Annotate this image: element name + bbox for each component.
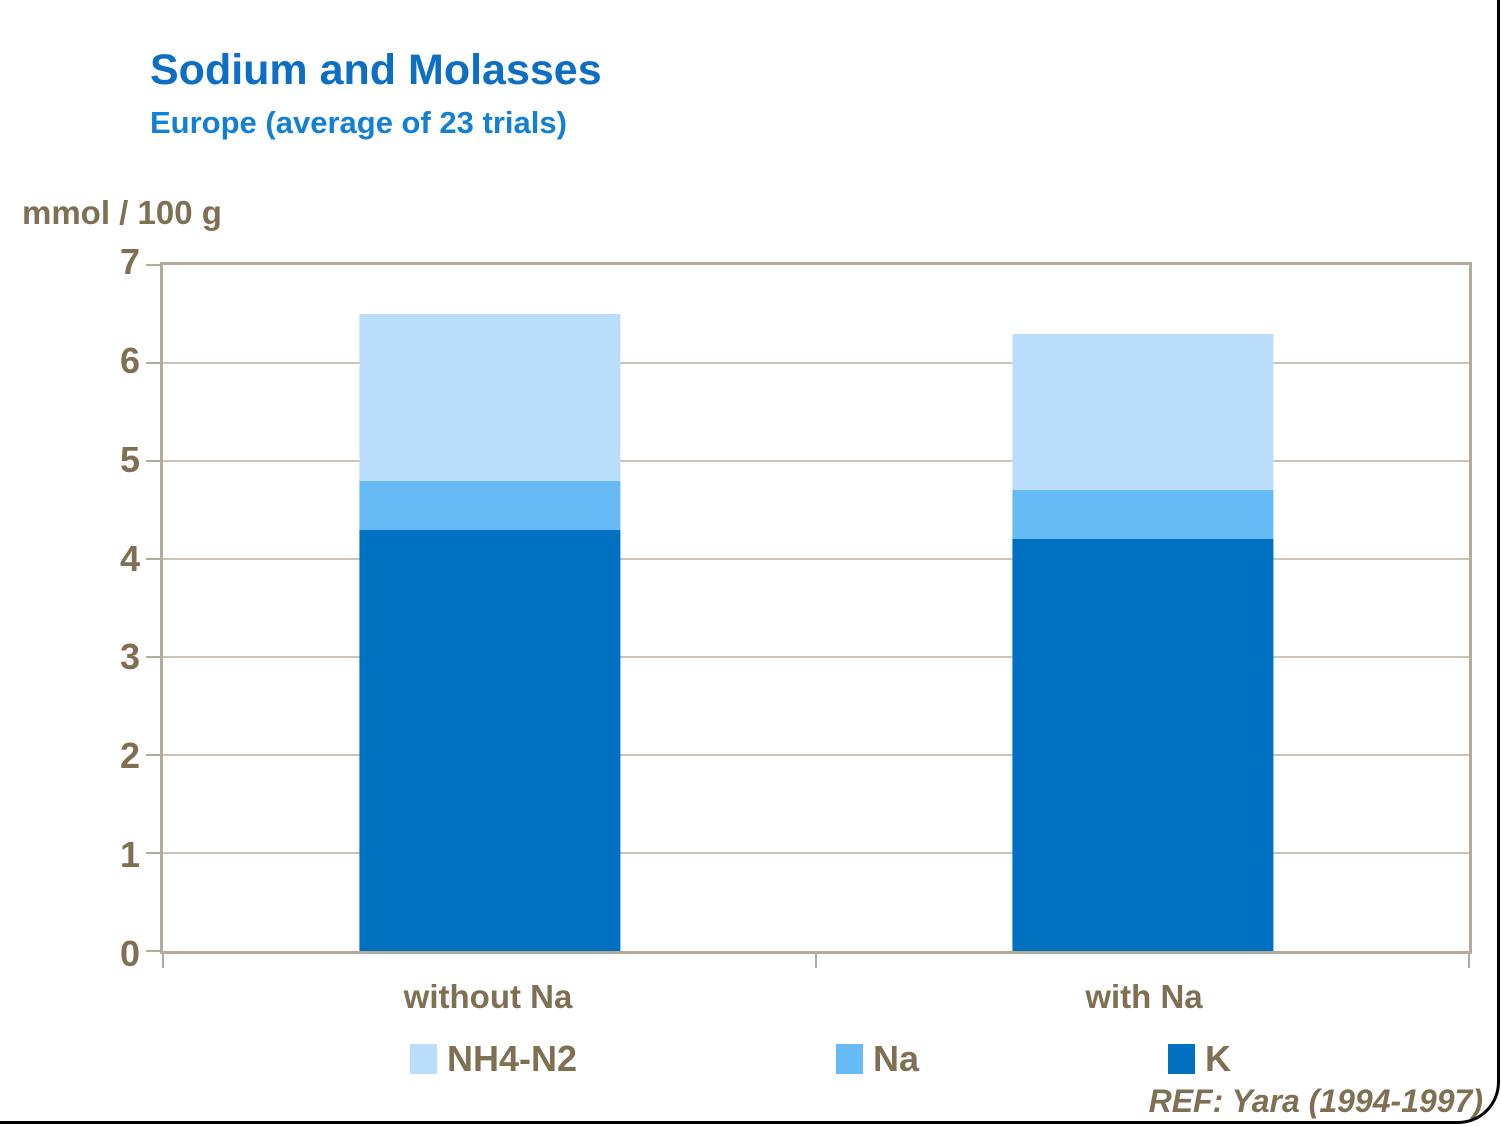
y-axis-tick-mark	[146, 558, 160, 561]
legend-swatch-na	[836, 1044, 863, 1074]
y-axis-unit-label: mmol / 100 g	[22, 194, 222, 231]
gridline	[163, 754, 1469, 757]
x-axis-labels: without Na with Na	[160, 978, 1472, 1022]
y-axis-tick-mark	[146, 754, 160, 757]
legend-item-na: Na	[836, 1038, 919, 1080]
y-axis-tick-mark	[146, 460, 160, 462]
y-axis-tick-mark	[146, 264, 160, 266]
y-axis-tick-label: 1	[119, 834, 140, 876]
chart-title: Sodium and Molasses	[150, 46, 602, 94]
legend: NH4-N2 Na K	[160, 1038, 1472, 1084]
gridline	[163, 656, 1469, 658]
x-axis-tick-mark	[1468, 954, 1470, 968]
y-axis-tick-label: 5	[119, 438, 140, 480]
y-axis-tick-label: 0	[119, 933, 140, 974]
x-axis-label-without-na: without Na	[403, 978, 573, 1015]
chart-subtitle: Europe (average of 23 trials)	[150, 105, 567, 140]
legend-item-k: K	[1168, 1038, 1231, 1080]
bar-without-na	[358, 265, 621, 951]
gridline	[163, 558, 1469, 561]
legend-swatch-k	[1168, 1044, 1195, 1074]
legend-item-nh4-n2: NH4-N2	[410, 1038, 577, 1080]
bar-with-na	[1011, 265, 1274, 951]
legend-label-na: Na	[873, 1038, 920, 1079]
bar-segment-na	[358, 480, 621, 530]
y-axis-tick-label: 4	[119, 537, 140, 579]
plot-area	[146, 262, 1472, 968]
legend-label-nh4-n2: NH4-N2	[447, 1038, 578, 1079]
x-axis-tick-mark	[815, 954, 817, 968]
y-axis-tick-mark	[146, 852, 160, 855]
y-axis-tick-labels: 0 1 2 3 4 5 6 7	[0, 241, 140, 974]
bar-segment-nh4-n2	[358, 314, 621, 481]
y-axis-tick-mark	[146, 950, 160, 952]
y-axis-tick-mark	[146, 362, 160, 364]
legend-label-k: K	[1205, 1038, 1231, 1079]
x-axis-label-with-na: with Na	[1085, 978, 1203, 1015]
y-axis-tick-label: 6	[119, 339, 140, 381]
bar-segment-nh4-n2	[1011, 333, 1274, 491]
bar-segment-k	[1011, 539, 1274, 951]
x-axis-tick-mark	[162, 954, 164, 968]
y-axis-tick-label: 3	[119, 636, 140, 678]
legend-swatch-nh4-n2	[410, 1044, 437, 1074]
y-axis-tick-label: 2	[119, 735, 140, 777]
gridline	[163, 460, 1469, 462]
bar-segment-na	[1011, 490, 1274, 540]
gridline	[163, 852, 1469, 855]
gridline	[163, 362, 1469, 364]
y-axis-tick-label: 7	[119, 241, 140, 282]
bar-segment-k	[358, 529, 621, 951]
y-axis-tick-mark	[146, 656, 160, 658]
reference-text: REF: Yara (1994-1997)	[1148, 1083, 1483, 1119]
